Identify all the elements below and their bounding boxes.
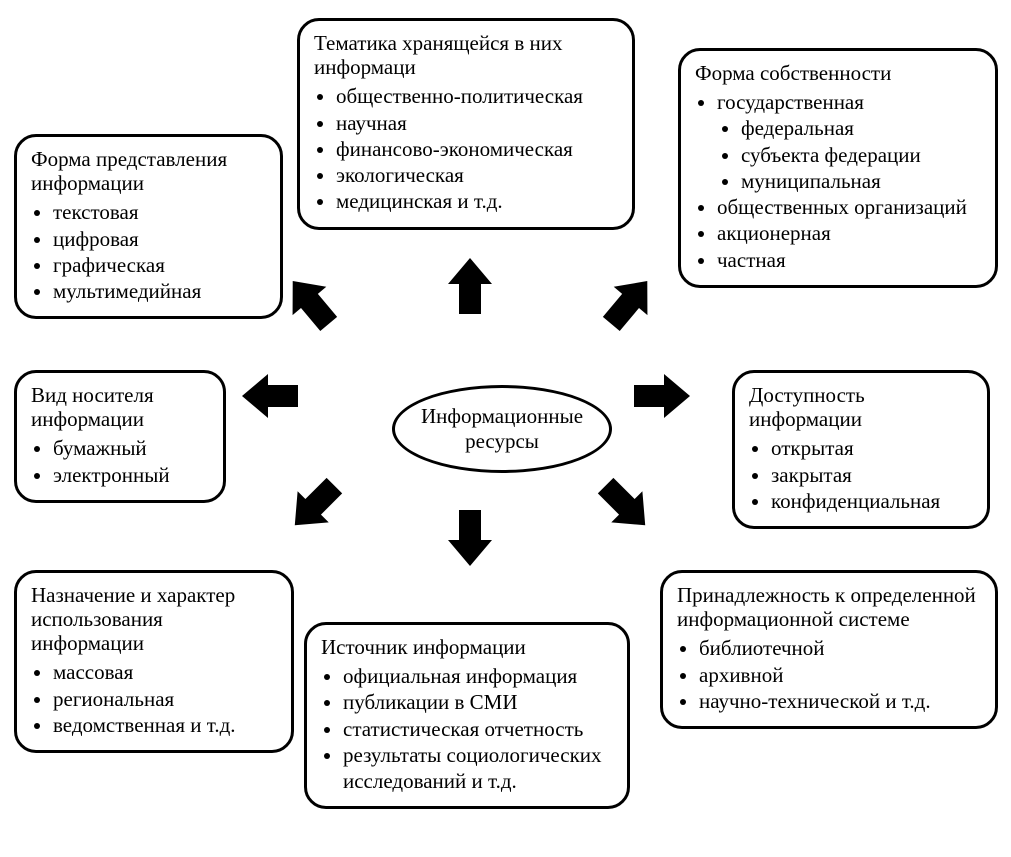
list-item: официальная информация	[343, 663, 613, 689]
list-item: научная	[336, 110, 618, 136]
list-item: текстовая	[53, 199, 266, 225]
list-item: общественно-политическая	[336, 83, 618, 109]
center-node: Информационные ресурсы	[392, 385, 612, 473]
list-item: бумажный	[53, 435, 209, 461]
list-item: электронный	[53, 462, 209, 488]
node-title: Принадлежность к определенной информацио…	[677, 583, 981, 631]
list-item: акционерная	[717, 220, 981, 246]
node-thematic: Тематика хранящейся в них информациобщес…	[297, 18, 635, 230]
list-item: общественных организаций	[717, 194, 981, 220]
node-belonging: Принадлежность к определенной информацио…	[660, 570, 998, 729]
arrow-thematic	[434, 252, 506, 324]
arrow-carrier	[236, 360, 308, 432]
node-list: официальная информацияпубликации в СМИст…	[321, 663, 613, 794]
center-label-line2: ресурсы	[465, 429, 539, 453]
node-list: массоваярегиональнаяведомственная и т.д.	[31, 659, 277, 738]
node-form-present: Форма представления информациитекстоваяц…	[14, 134, 283, 319]
list-item: частная	[717, 247, 981, 273]
list-item: региональная	[53, 686, 277, 712]
node-purpose: Назначение и характер использования инфо…	[14, 570, 294, 753]
list-item: закрытая	[771, 462, 973, 488]
node-list: государственнаяфедеральнаясубъекта федер…	[695, 89, 981, 273]
diagram-canvas: Информационные ресурсы Форма представлен…	[0, 0, 1011, 857]
node-title: Назначение и характер использования инфо…	[31, 583, 277, 655]
arrow-belonging	[588, 468, 660, 540]
list-item: результаты социологических исследований …	[343, 742, 613, 795]
node-accessibility: Доступность информацииоткрытаязакрытаяко…	[732, 370, 990, 529]
arrow-accessibility	[624, 360, 696, 432]
node-title: Источник информации	[321, 635, 613, 659]
list-item: конфиденциальная	[771, 488, 973, 514]
list-item: экологическая	[336, 162, 618, 188]
list-item: статистическая отчетность	[343, 716, 613, 742]
arrow-ownership	[592, 268, 664, 340]
list-item: муниципальная	[741, 168, 981, 194]
list-item: массовая	[53, 659, 277, 685]
list-item: научно-технической и т.д.	[699, 688, 981, 714]
node-list: текстоваяцифроваяграфическаямультимедийн…	[31, 199, 266, 304]
node-title: Вид носителя информации	[31, 383, 209, 431]
list-item: цифровая	[53, 226, 266, 252]
list-item: финансово-экономическая	[336, 136, 618, 162]
list-item: мультимедийная	[53, 278, 266, 304]
node-list: общественно-политическаянаучнаяфинансово…	[314, 83, 618, 214]
list-item: графическая	[53, 252, 266, 278]
node-title: Тематика хранящейся в них информаци	[314, 31, 618, 79]
arrow-form-present	[276, 268, 348, 340]
node-title: Форма собственности	[695, 61, 981, 85]
list-item: открытая	[771, 435, 973, 461]
list-item: ведомственная и т.д.	[53, 712, 277, 738]
node-ownership: Форма собственности государственнаяфедера…	[678, 48, 998, 288]
node-source: Источник информации официальная информаци…	[304, 622, 630, 809]
node-carrier: Вид носителя информациибумажныйэлектронн…	[14, 370, 226, 503]
list-item: федеральная	[741, 115, 981, 141]
list-item: библиотечной	[699, 635, 981, 661]
list-item: архивной	[699, 662, 981, 688]
node-list: библиотечнойархивнойнаучно-технической и…	[677, 635, 981, 714]
list-item: публикации в СМИ	[343, 689, 613, 715]
arrow-purpose	[280, 468, 352, 540]
node-sublist: федеральнаясубъекта федерациимуниципальн…	[717, 115, 981, 194]
list-item: субъекта федерации	[741, 142, 981, 168]
list-item: медицинская и т.д.	[336, 188, 618, 214]
list-item: государственнаяфедеральнаясубъекта федер…	[717, 89, 981, 194]
node-list: бумажныйэлектронный	[31, 435, 209, 488]
center-label-line1: Информационные	[421, 404, 583, 428]
node-title: Форма представления информации	[31, 147, 266, 195]
arrow-source	[434, 500, 506, 572]
node-list: открытаязакрытаяконфиденциальная	[749, 435, 973, 514]
node-title: Доступность информации	[749, 383, 973, 431]
